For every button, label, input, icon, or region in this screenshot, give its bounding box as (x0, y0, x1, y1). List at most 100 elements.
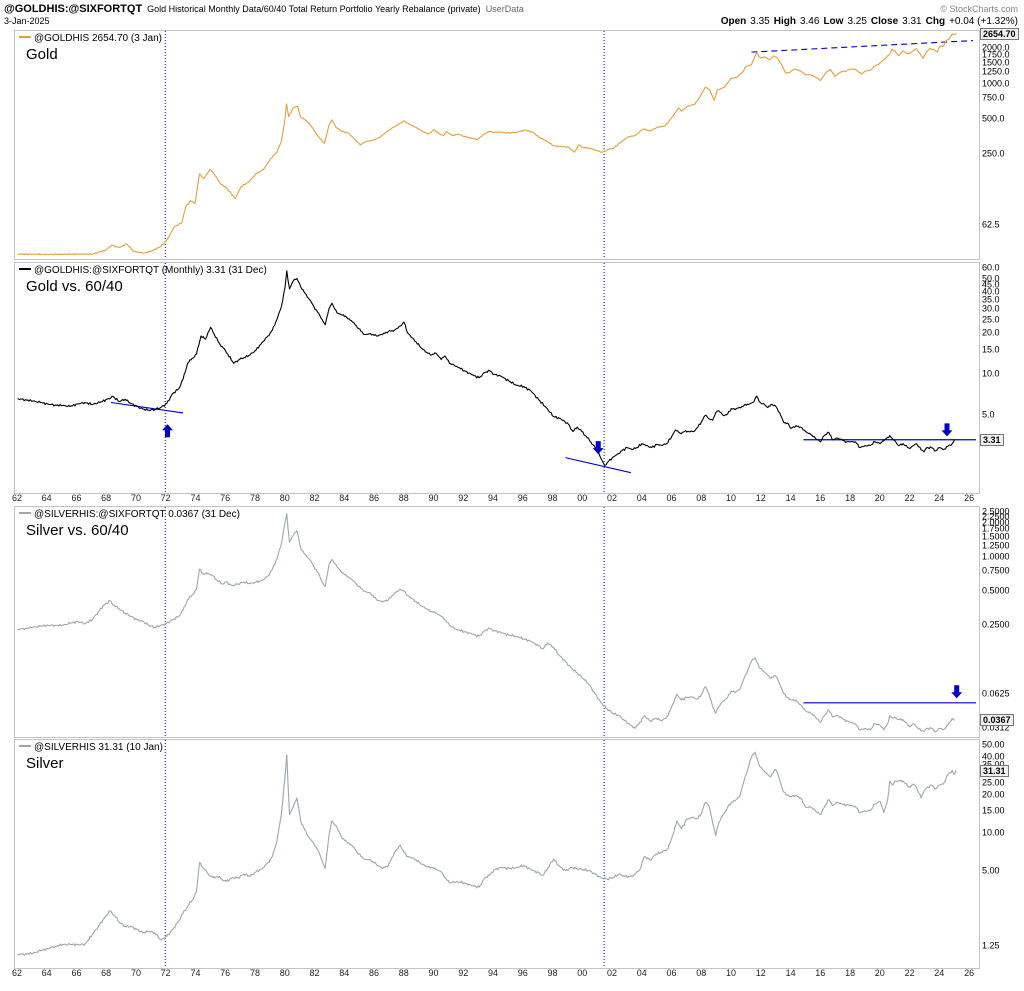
y-axis-label: 40.00 (982, 751, 1005, 762)
x-axis-label: 80 (279, 493, 290, 503)
panel-silver-legend: @SILVERHIS 31.31 (10 Jan) (19, 742, 163, 753)
x-axis-label: 66 (71, 493, 82, 503)
x-axis-label: 92 (458, 493, 469, 503)
y-axis-label: 1750.0 (982, 49, 1010, 60)
x-axis-label: 06 (666, 968, 677, 978)
x-axis-label: 68 (101, 968, 112, 978)
x-axis-label: 00 (577, 493, 588, 503)
x-axis-label: 70 (130, 968, 142, 978)
gold-ratio-line-swatch (19, 268, 31, 270)
x-axis-label: 66 (71, 968, 82, 978)
panel-silver-ratio-title: Silver vs. 60/40 (26, 522, 129, 539)
y-axis-label: 10.0 (982, 368, 1000, 379)
last-price-marker: 3.31 (980, 433, 1004, 446)
y-axis-label: 1.2500 (982, 540, 1010, 551)
x-axis-label: 12 (755, 968, 766, 978)
y-axis-label: 1.7500 (982, 523, 1010, 534)
y-axis-label: 1250.0 (982, 66, 1010, 77)
panel-gold-ratio-title: Gold vs. 60/40 (26, 278, 123, 295)
y-axis-label: 5.0 (982, 409, 995, 420)
x-axis-label: 68 (101, 493, 112, 503)
y-axis-label: 1000.0 (982, 78, 1010, 88)
panel-silver-plot (15, 740, 979, 968)
y-axis-label: 25.0 (982, 314, 1000, 325)
panel-gold-title: Gold (26, 46, 58, 63)
last-price-marker: 2654.70 (980, 27, 1019, 40)
open-label: Open (720, 16, 747, 27)
x-axis-label: 96 (517, 968, 528, 978)
x-axis-label: 82 (309, 493, 320, 503)
x-axis-label: 96 (517, 493, 528, 503)
x-axis-label: 04 (636, 493, 647, 503)
x-axis-label: 20 (874, 968, 885, 978)
x-axis-label: 16 (815, 968, 826, 978)
y-axis-label: 250.0 (982, 148, 1005, 159)
quote-bar: Open 3.35 High 3.46 Low 3.25 Close 3.31 … (721, 16, 1018, 27)
x-axis-label: 90 (428, 968, 439, 978)
x-axis-label: 16 (815, 493, 826, 503)
x-axis-label: 64 (41, 968, 52, 978)
panel-gold-ratio-plot (15, 263, 979, 493)
x-axis-label: 08 (696, 968, 707, 978)
y-axis-label: 40.0 (982, 286, 1000, 297)
y-axis-label: 2000.0 (982, 42, 1010, 53)
y-axis-label: 2.2500 (982, 511, 1010, 522)
series-line-silver-ratio (17, 513, 956, 733)
y-axis-label: 1500.0 (982, 57, 1010, 68)
x-axis-label: 04 (636, 968, 647, 978)
panel-gold-yaxis: 2000.0 1750.0 1500.0 1250.0 1000.0 750.0 500.0… (979, 27, 1024, 259)
y-axis-label: 0.0312 (982, 722, 1010, 733)
silver-line-swatch (19, 745, 31, 747)
annotation-trendline (110, 401, 184, 414)
x-axis-label: 10 (725, 493, 737, 503)
x-axis-label: 84 (339, 968, 350, 978)
y-axis-label: 62.5 (982, 219, 1000, 230)
panel-silver-yaxis: 50.0040.0035.0030.0025.0020.0015.0010.00… (979, 740, 1024, 968)
x-axis-label: 26 (964, 493, 975, 503)
panel-silver-ratio-legend-text: @SILVERHIS:@SIXFORTQT 0.0367 (31 Dec) (34, 509, 240, 520)
x-axis-label: 72 (160, 493, 171, 503)
x-axis-label: 94 (487, 493, 499, 503)
x-axis-label: 84 (339, 493, 350, 503)
x-axis-label: 22 (904, 968, 915, 978)
chart-header: @GOLDHIS:@SIXFORTQT Gold Historical Mont… (4, 3, 1018, 15)
x-axis-label: 18 (845, 493, 856, 503)
series-line-gold-ratio (17, 270, 956, 466)
gold-line-swatch (19, 36, 31, 38)
annotation-up-arrow-icon (162, 424, 173, 438)
x-axis-lower: 62 64 66 68 70 72 74 76 78 80 82 84 86 88 90 92 94 96 98 00… (12, 968, 978, 979)
annotation-dashed-trendline (751, 40, 974, 53)
x-axis-label: 98 (547, 968, 558, 978)
annotation-down-arrow-icon (592, 441, 604, 455)
y-axis-label: 15.0 (982, 344, 1000, 355)
x-axis-label: 64 (41, 493, 52, 503)
y-axis-label: 0.2500 (982, 619, 1010, 630)
y-axis-label: 50.0 (982, 273, 1000, 284)
open-value: 3.35 (750, 16, 770, 27)
panel-silver-ratio-yaxis: 2.5000 2.2500 2.0000 1.7500 1.5000 1.2500 1.00… (979, 507, 1024, 737)
y-axis-label: 35.0 (982, 294, 1000, 305)
last-price-marker: 31.31 (980, 764, 1009, 777)
x-axis-label: 78 (249, 493, 261, 503)
y-axis-label: 0.7500 (982, 565, 1010, 576)
silver-ratio-plot-svg (17, 507, 977, 737)
y-axis-label: 2.5000 (982, 506, 1010, 517)
x-axis-label: 78 (249, 968, 261, 978)
x-axis-label: 88 (398, 968, 409, 978)
y-axis-label: 60.0 (982, 262, 1000, 273)
x-axis-label: 24 (934, 968, 945, 978)
y-axis-label: 0.0625 (982, 688, 1010, 699)
x-axis-label: 62 (11, 493, 23, 503)
y-axis-label: 25.00 (982, 777, 1005, 788)
x-axis-label: 24 (934, 493, 945, 503)
x-axis-label: 10 (725, 968, 737, 978)
x-axis-label: 94 (487, 968, 499, 978)
silver-ratio-line-swatch (19, 512, 31, 514)
panel-silver-ratio-plot (15, 507, 979, 737)
y-axis-label: 10.00 (982, 827, 1005, 838)
x-axis-label: 92 (458, 968, 469, 978)
y-axis-label: 0.5000 (982, 585, 1010, 596)
panel-gold-legend-text: @GOLDHIS 2654.70 (3 Jan) (34, 33, 162, 44)
chart-symbol: @GOLDHIS:@SIXFORTQT (4, 3, 143, 15)
